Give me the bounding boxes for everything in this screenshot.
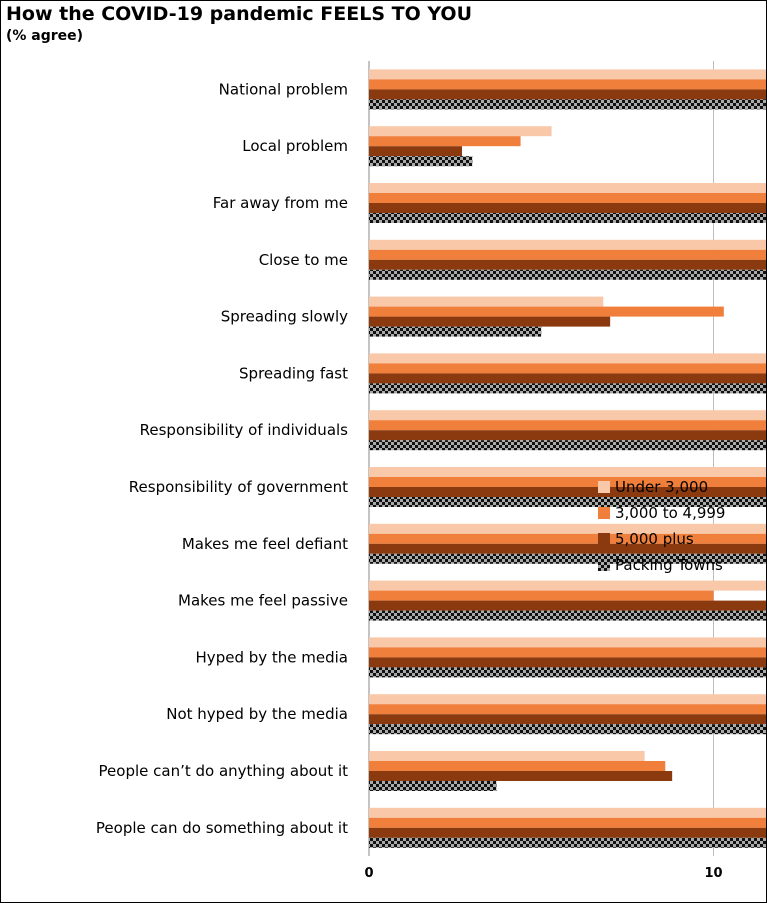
bar xyxy=(369,383,766,394)
bar xyxy=(369,724,766,735)
category-label: National problem xyxy=(219,80,348,98)
bar xyxy=(369,487,766,497)
category-label: Hyped by the media xyxy=(196,648,348,666)
bar xyxy=(369,600,766,611)
bar xyxy=(369,373,766,384)
legend-label: Packing Towns xyxy=(615,556,723,574)
bar xyxy=(369,827,766,838)
category-label: Makes me feel passive xyxy=(178,592,348,610)
bar xyxy=(369,203,766,213)
legend-swatch xyxy=(598,481,610,493)
category-labels: National problem Local problem Far away fr… xyxy=(96,80,348,836)
category-label: Spreading slowly xyxy=(221,308,348,326)
legend: Under 3,000 3,000 to 4,999 5,000 plus Packi… xyxy=(598,478,725,574)
bar xyxy=(369,714,766,725)
bar xyxy=(369,136,521,147)
bar xyxy=(369,694,766,705)
bar xyxy=(369,580,766,591)
category-label: Far away from me xyxy=(213,194,348,212)
bar xyxy=(369,771,673,781)
legend-swatch xyxy=(598,507,610,519)
x-tick-labels: 0102030405060708090 xyxy=(364,866,722,881)
bar xyxy=(369,543,766,554)
bar xyxy=(369,213,766,223)
bar xyxy=(369,156,473,167)
legend-label: 3,000 to 4,999 xyxy=(615,504,725,522)
bar xyxy=(369,249,766,260)
bar xyxy=(369,316,611,327)
chart-subtitle: (% agree) xyxy=(6,28,84,44)
bar xyxy=(369,704,766,715)
bar xyxy=(369,363,766,374)
bar xyxy=(369,69,766,80)
bar xyxy=(369,183,766,193)
bar xyxy=(369,781,497,791)
category-label: Not hyped by the media xyxy=(166,705,348,723)
chart-title: How the COVID-19 pandemic FEELS TO YOU xyxy=(6,3,473,25)
bar xyxy=(369,440,766,451)
bar xyxy=(369,326,542,337)
category-label: People can’t do anything about it xyxy=(99,762,349,780)
bar xyxy=(369,467,766,477)
bar xyxy=(369,410,766,421)
category-label: People can do something about it xyxy=(96,819,348,837)
category-label: Local problem xyxy=(242,137,348,155)
x-tick-label: 10 xyxy=(704,866,722,881)
category-label: Responsibility of government xyxy=(129,478,348,496)
bar xyxy=(369,807,766,818)
bar xyxy=(369,477,766,487)
bar xyxy=(369,837,766,848)
bar xyxy=(369,89,766,100)
bar xyxy=(369,430,766,441)
bar xyxy=(369,146,463,157)
bar xyxy=(369,817,766,828)
bar xyxy=(369,79,766,90)
bar xyxy=(369,533,766,544)
bar xyxy=(369,306,724,317)
gridlines xyxy=(368,61,714,856)
bar xyxy=(369,637,766,648)
legend-label: Under 3,000 xyxy=(615,478,708,496)
bar xyxy=(369,497,766,507)
bar xyxy=(369,667,766,678)
x-tick-label: 0 xyxy=(364,866,373,881)
bar xyxy=(369,590,714,601)
legend-swatch xyxy=(598,559,610,571)
bar xyxy=(369,259,766,270)
legend-swatch xyxy=(598,533,610,545)
bar xyxy=(369,657,766,668)
category-label: Spreading fast xyxy=(239,364,348,382)
legend-label: 5,000 plus xyxy=(615,530,694,548)
bar xyxy=(369,647,766,658)
bar xyxy=(369,296,604,307)
category-label: Close to me xyxy=(259,251,348,269)
bar xyxy=(369,420,766,431)
category-label: Makes me feel defiant xyxy=(182,535,348,553)
bar xyxy=(369,610,766,621)
bar xyxy=(369,353,766,364)
bar xyxy=(369,523,766,534)
bar xyxy=(369,126,552,137)
bar xyxy=(369,553,766,564)
bar xyxy=(369,751,645,761)
bar xyxy=(369,269,766,280)
bar xyxy=(369,99,766,110)
bar xyxy=(369,239,766,250)
bar xyxy=(369,193,766,203)
bars xyxy=(369,69,766,848)
category-label: Responsibility of individuals xyxy=(140,421,349,439)
bar xyxy=(369,761,666,771)
